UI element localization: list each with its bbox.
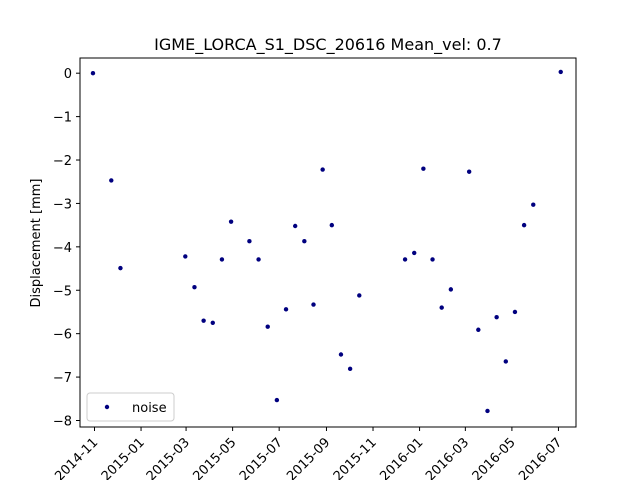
y-tick-label: −6 (53, 328, 72, 343)
data-point (439, 305, 444, 310)
data-point (90, 70, 96, 76)
y-tick-label: −3 (53, 197, 72, 212)
legend-label: noise (132, 401, 167, 416)
data-point (430, 257, 435, 262)
legend-box (86, 392, 175, 422)
data-point (503, 359, 508, 364)
data-point (265, 324, 270, 329)
data-point (558, 69, 563, 75)
data-point (210, 320, 215, 326)
y-tick-label: −4 (53, 241, 72, 256)
chart-title: IGME_LORCA_S1_DSC_20616 Mean_vel: 0.7 (154, 35, 502, 55)
data-point (228, 219, 234, 224)
data-point (402, 257, 408, 262)
data-point (412, 250, 417, 256)
data-point (247, 238, 252, 244)
data-point (192, 285, 197, 290)
points-layer (90, 69, 563, 414)
data-point (338, 352, 344, 357)
data-point (476, 327, 481, 332)
data-point (421, 166, 426, 171)
data-point (485, 408, 490, 414)
data-point (531, 202, 536, 207)
data-point (302, 238, 307, 244)
data-point (283, 307, 289, 312)
plot-frame (79, 57, 577, 428)
y-tick-label: −2 (53, 154, 72, 169)
data-point (183, 254, 188, 259)
data-point (274, 397, 280, 403)
y-axis-label: Displacement [mm] (29, 179, 44, 308)
y-tick-label: −8 (53, 414, 72, 429)
data-point (292, 223, 298, 229)
data-point (118, 265, 123, 271)
y-tick-label: −5 (53, 284, 72, 299)
data-point (256, 257, 261, 262)
data-point (109, 178, 114, 183)
data-point (320, 167, 325, 172)
data-point (494, 314, 499, 320)
legend-marker (104, 404, 110, 410)
data-point (466, 169, 472, 174)
data-point (329, 222, 335, 228)
data-point (512, 309, 518, 315)
data-point (347, 366, 353, 372)
data-point (311, 302, 316, 307)
data-point (201, 318, 206, 323)
data-point (521, 222, 527, 228)
y-tick-label: 0 (64, 67, 72, 82)
legend: noise (86, 392, 175, 422)
y-tick-label: −7 (53, 371, 72, 386)
data-point (219, 257, 225, 262)
data-point (357, 293, 362, 298)
y-tick-label: −1 (53, 111, 72, 126)
data-point (448, 287, 454, 292)
